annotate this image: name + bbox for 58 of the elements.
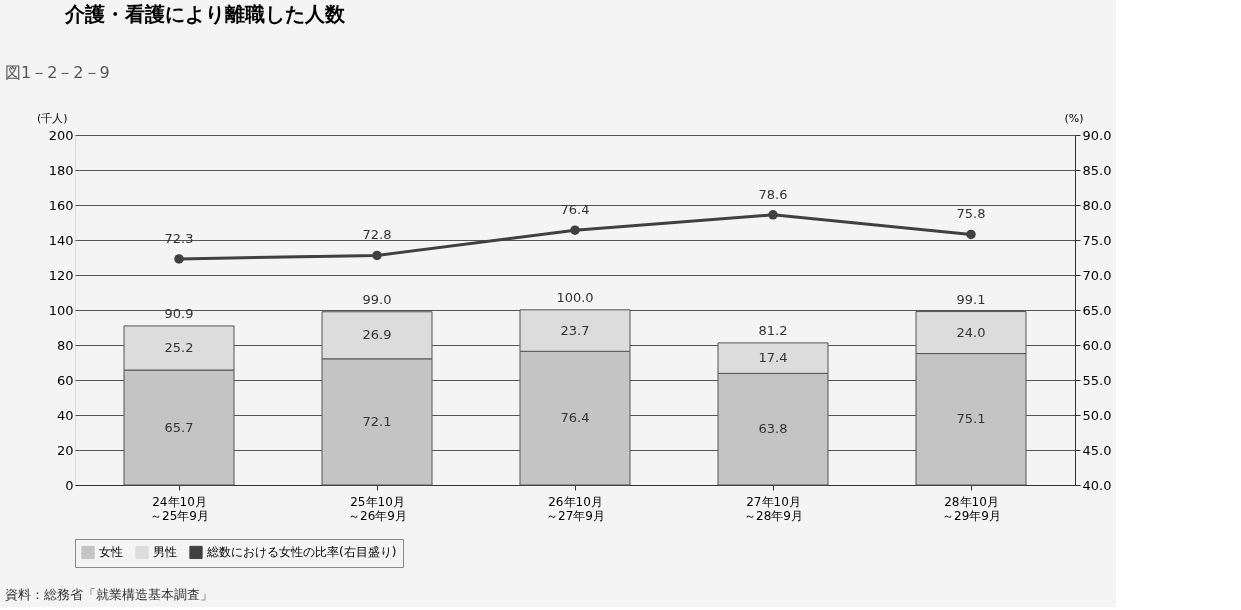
legend-label: 総数における女性の比率(右目盛り) (206, 545, 397, 560)
data-label: 75.8 (956, 206, 986, 222)
data-label: 75.1 (956, 411, 986, 427)
x-tick-label: 27年10月～28年9月 (744, 494, 803, 523)
text: 資料：総務省「就業構造基本調査」 (5, 587, 213, 602)
y-tick-label: 0 (65, 477, 74, 493)
y-tick-label: 100 (48, 302, 74, 318)
point (966, 229, 976, 240)
y2-tick-label: 55.0 (1082, 372, 1112, 388)
y2-tick-label: 45.0 (1082, 442, 1112, 458)
caption: 図1－2－2－9 (5, 63, 110, 82)
legend-label: 女性 (99, 545, 123, 560)
y2-tick-label: 65.0 (1082, 302, 1112, 318)
y-tick-label: 160 (48, 197, 74, 213)
y-tick-label: 40 (56, 407, 74, 423)
y2-tick-label: 90.0 (1082, 127, 1112, 143)
y2-tick-label: 40.0 (1082, 477, 1112, 493)
data-label: 17.4 (758, 350, 788, 366)
point (372, 250, 382, 261)
data-label: 65.7 (164, 419, 194, 435)
data-label: 78.6 (758, 186, 788, 202)
y2-tick-label: 60.0 (1082, 337, 1112, 353)
x-tick-label: 25年10月～26年9月 (348, 494, 407, 523)
y2-tick-label: 85.0 (1082, 162, 1112, 178)
data-label: 76.4 (560, 202, 590, 218)
data-label: 72.8 (362, 227, 392, 243)
chart-title: 介護・看護により離職した人数 (64, 2, 346, 26)
y-tick-label: 140 (48, 232, 74, 248)
x-tick-label: 28年10月～29年9月 (942, 494, 1001, 523)
total-label: 100.0 (556, 289, 594, 305)
total-label: 99.1 (956, 291, 986, 307)
point (174, 254, 184, 264)
y-tick-label: 20 (56, 442, 74, 458)
data-label: 24.0 (956, 324, 986, 340)
x-tick-label: 24年10月～25年9月 (150, 494, 209, 523)
point (570, 225, 580, 235)
y2-tick-label: 70.0 (1082, 267, 1112, 283)
y-tick-label: 80 (56, 337, 74, 353)
point (768, 210, 778, 220)
y2-axis-title: (%) (1064, 111, 1084, 125)
data-label: 76.4 (560, 410, 590, 426)
y-tick-label: 60 (56, 372, 74, 388)
y-tick-label: 180 (48, 162, 74, 178)
data-label: 23.7 (560, 322, 590, 338)
y2-tick-label: 50.0 (1082, 407, 1112, 423)
y2-tick-label: 75.0 (1082, 232, 1112, 248)
legend-label: 男性 (153, 545, 177, 560)
data-label: 63.8 (758, 421, 788, 437)
total-label: 81.2 (758, 322, 788, 338)
data-label: 72.1 (362, 413, 392, 429)
y-tick-label: 120 (48, 267, 74, 283)
y-axis-title: (千人) (36, 111, 68, 125)
total-label: 99.0 (362, 291, 392, 307)
data-label: 25.2 (164, 339, 194, 355)
x-tick-label: 26年10月～27年9月 (546, 494, 605, 523)
data-label: 26.9 (362, 327, 392, 343)
y-tick-label: 200 (48, 127, 74, 143)
y2-tick-label: 80.0 (1082, 197, 1112, 213)
